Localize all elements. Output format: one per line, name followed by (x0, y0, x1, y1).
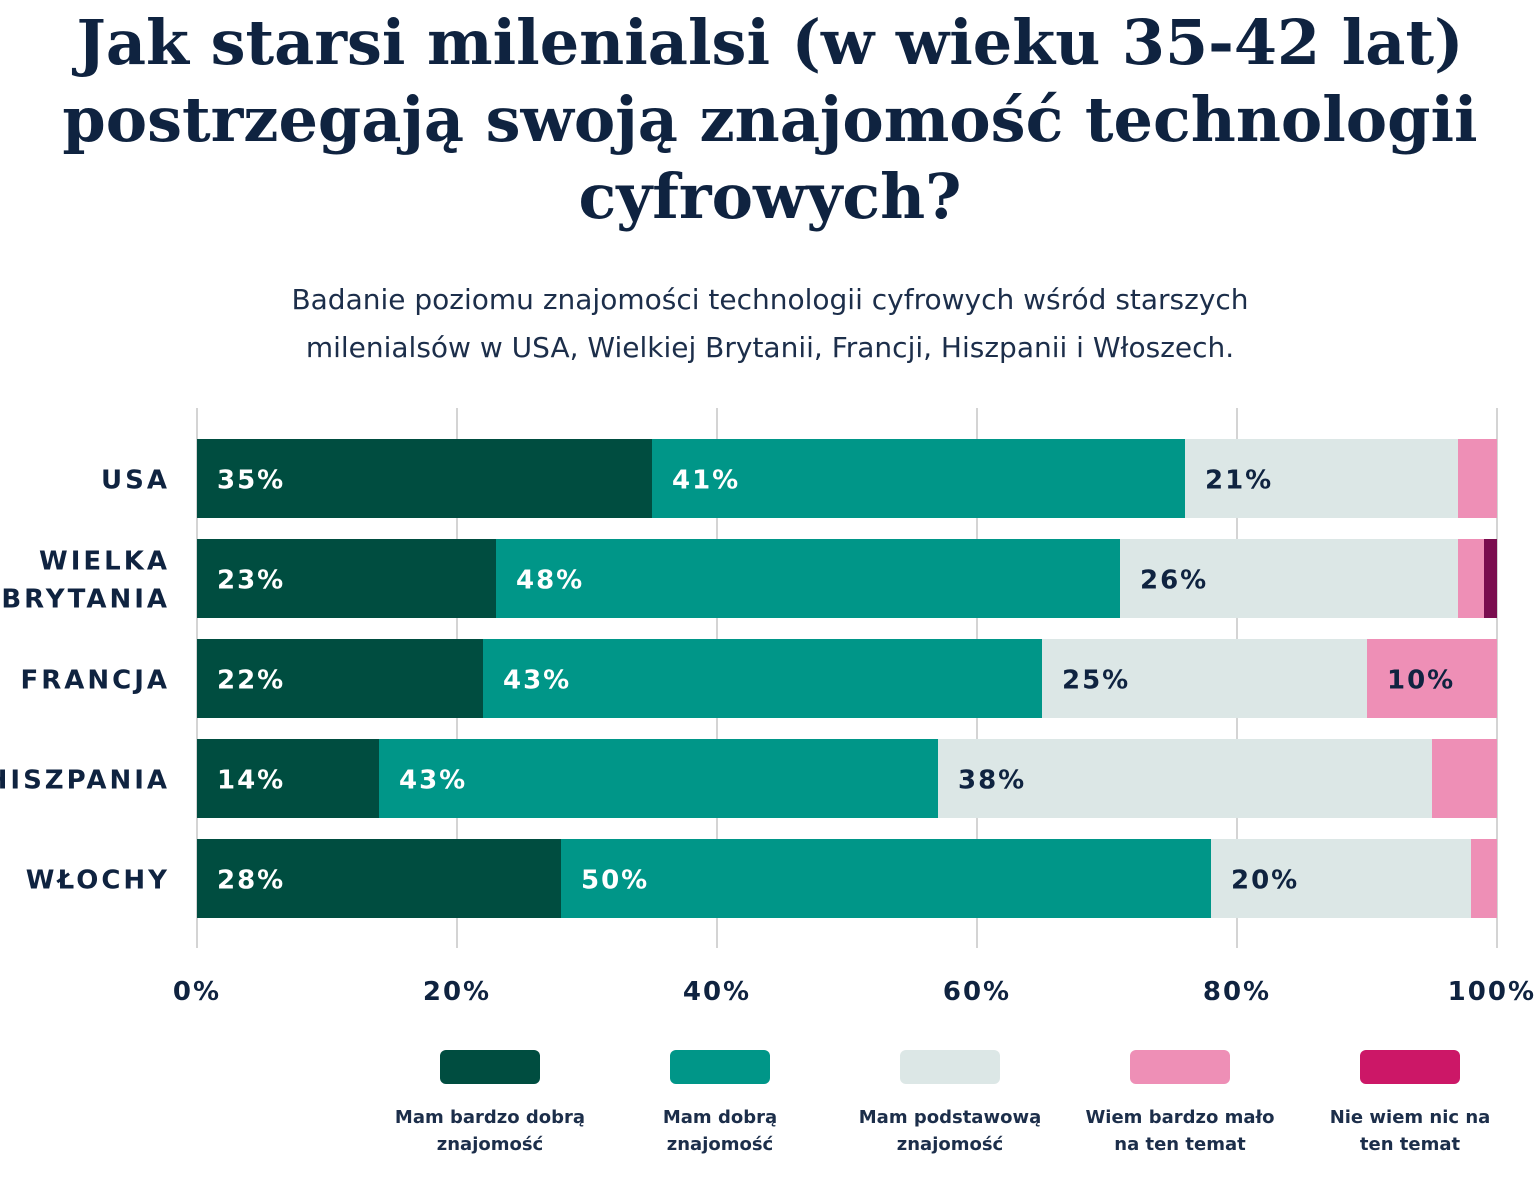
data-label: 48% (516, 566, 584, 596)
bar-segment (1484, 539, 1497, 618)
category-label: USA (101, 466, 170, 496)
legend-label-very-good: Mam bardzo dobrą znajomość (394, 1107, 586, 1155)
data-label: 25% (1062, 666, 1130, 696)
x-tick-label: 100% (1448, 977, 1536, 1007)
x-tick-label: 0% (173, 977, 221, 1007)
legend-label-very-little: Wiem bardzo mało na ten temat (1085, 1107, 1275, 1155)
chart-subtitle: Badanie poziomu znajomości technologii c… (291, 283, 1249, 364)
legend-swatch-basic (900, 1050, 1000, 1084)
data-label: 41% (672, 466, 740, 496)
legend-swatch-good (670, 1050, 770, 1084)
data-label: 43% (503, 666, 571, 696)
bar-segment (379, 739, 938, 818)
legend-item-nothing: Nie wiem nic na ten temat (1310, 1050, 1510, 1158)
bar-segment (1432, 739, 1497, 818)
category-label: WŁOCHY (26, 866, 170, 896)
data-label: 50% (581, 866, 649, 896)
bar-segment (1042, 639, 1367, 718)
bar-segment (1458, 539, 1484, 618)
bar-segment (496, 539, 1120, 618)
legend-item-basic: Mam podstawową znajomość (850, 1050, 1050, 1158)
bar-segment (197, 839, 561, 918)
data-label: 22% (217, 666, 285, 696)
bar-segment (1185, 439, 1458, 518)
legend-label-basic: Mam podstawową znajomość (858, 1107, 1042, 1155)
legend-item-good: Mam dobrą znajomość (620, 1050, 820, 1158)
category-label: BRYTANIA (1, 585, 170, 615)
bar-segment (1211, 839, 1471, 918)
data-label: 35% (217, 466, 285, 496)
x-tick-label: 20% (423, 977, 491, 1007)
bar-segment (197, 539, 496, 618)
legend-label-nothing: Nie wiem nic na ten temat (1329, 1107, 1491, 1155)
x-tick-label: 40% (683, 977, 751, 1007)
data-label: 43% (399, 766, 467, 796)
legend-swatch-very-good (440, 1050, 540, 1084)
stacked-bar-chart: 35% 41% 21% USA 23% 48% 26% WIELKA BRYTANIA 22% 43… (0, 408, 1536, 1007)
data-label: 28% (217, 866, 285, 896)
chart-legend: Mam bardzo dobrą znajomość Mam dobrą zna… (0, 1050, 1540, 1178)
data-label: 14% (217, 766, 285, 796)
data-label: 21% (1205, 466, 1273, 496)
bar-segment (1367, 639, 1497, 718)
bar-segment (938, 739, 1432, 818)
data-label: 10% (1387, 666, 1455, 696)
legend-item-very-good: Mam bardzo dobrą znajomość (390, 1050, 590, 1158)
bar-segment (197, 439, 652, 518)
bar-segment (197, 639, 483, 718)
data-label: 26% (1140, 566, 1208, 596)
bar-segment (561, 839, 1211, 918)
legend-swatch-very-little (1130, 1050, 1230, 1084)
bar-segment (483, 639, 1042, 718)
legend-swatch-nothing (1360, 1050, 1460, 1084)
bar-segment (197, 739, 379, 818)
bar-segment (652, 439, 1185, 518)
data-label: 23% (217, 566, 285, 596)
legend-label-good: Mam dobrą znajomość (662, 1107, 778, 1155)
category-label: FRANCJA (20, 666, 170, 696)
data-label: 20% (1231, 866, 1299, 896)
chart-title: Jak starsi milenialsi (w wieku 35-42 lat… (62, 6, 1478, 233)
x-tick-label: 60% (943, 977, 1011, 1007)
category-label: WIELKA (39, 547, 170, 577)
data-label: 38% (958, 766, 1026, 796)
category-label: HISZPANIA (0, 766, 170, 796)
bar-segment (1120, 539, 1458, 618)
bar-segment (1458, 439, 1497, 518)
bar-segment (1471, 839, 1497, 918)
legend-item-very-little: Wiem bardzo mało na ten temat (1080, 1050, 1280, 1158)
x-tick-label: 80% (1203, 977, 1271, 1007)
